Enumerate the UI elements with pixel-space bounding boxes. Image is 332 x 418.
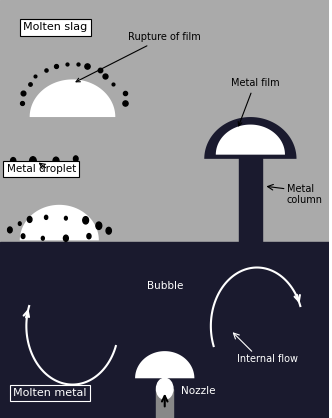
Bar — [239, 150, 262, 242]
Bar — [0, 0, 329, 242]
Circle shape — [106, 227, 111, 234]
Circle shape — [83, 217, 89, 224]
Circle shape — [96, 222, 102, 229]
Circle shape — [156, 378, 173, 399]
Text: Molten slag: Molten slag — [23, 22, 87, 32]
Text: Bubble: Bubble — [146, 281, 183, 291]
Polygon shape — [20, 205, 99, 240]
Circle shape — [53, 157, 59, 165]
Circle shape — [44, 215, 48, 219]
Polygon shape — [204, 117, 296, 159]
Text: Metal droplet: Metal droplet — [7, 164, 76, 174]
Bar — [156, 389, 173, 418]
Text: Internal flow: Internal flow — [237, 354, 298, 364]
Circle shape — [30, 157, 36, 165]
Text: Metal
column: Metal column — [287, 184, 323, 205]
Circle shape — [21, 234, 25, 239]
Polygon shape — [135, 351, 194, 378]
Text: Nozzle: Nozzle — [181, 386, 216, 396]
Polygon shape — [216, 125, 285, 155]
Circle shape — [11, 158, 16, 164]
Circle shape — [73, 156, 78, 162]
Circle shape — [8, 227, 12, 233]
Polygon shape — [30, 79, 115, 117]
Bar — [0, 242, 329, 418]
Circle shape — [63, 235, 68, 241]
Circle shape — [42, 237, 44, 240]
Circle shape — [64, 217, 67, 220]
Text: Metal film: Metal film — [231, 78, 279, 126]
Circle shape — [18, 222, 21, 225]
Circle shape — [27, 217, 32, 222]
Text: Molten metal: Molten metal — [13, 388, 87, 398]
Text: Rupture of film: Rupture of film — [76, 32, 201, 82]
Circle shape — [87, 234, 91, 239]
